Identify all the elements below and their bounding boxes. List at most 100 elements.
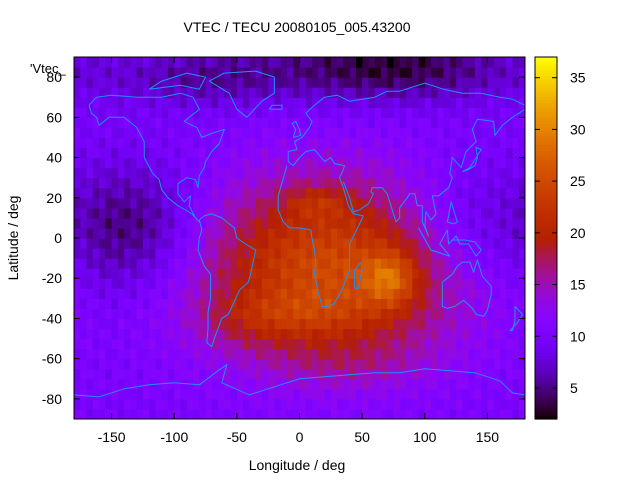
- heatmap-cell: [337, 358, 344, 370]
- heatmap-cell: [218, 197, 225, 209]
- heatmap-cell: [211, 358, 219, 370]
- heatmap-cell: [405, 67, 413, 78]
- heatmap-cell: [443, 328, 451, 340]
- heatmap-cell: [230, 378, 238, 390]
- heatmap-cell: [111, 278, 119, 289]
- heatmap-cell: [299, 137, 307, 149]
- heatmap-cell: [136, 127, 144, 139]
- heatmap-cell: [142, 167, 150, 179]
- heatmap-cell: [499, 97, 507, 108]
- heatmap-cell: [193, 308, 200, 320]
- heatmap-cell: [161, 107, 169, 118]
- heatmap-cell: [149, 238, 157, 249]
- heatmap-cell: [405, 408, 413, 419]
- heatmap-cell: [218, 398, 225, 410]
- heatmap-cell: [205, 187, 213, 199]
- heatmap-cell: [330, 278, 338, 289]
- heatmap-cell: [86, 197, 94, 209]
- heatmap-cell: [462, 288, 470, 299]
- heatmap-cell: [261, 227, 269, 239]
- colorbar-step: [535, 271, 557, 275]
- heatmap-cell: [136, 308, 144, 320]
- heatmap-cell: [437, 227, 445, 239]
- heatmap-cell: [274, 408, 282, 419]
- heatmap-cell: [186, 167, 194, 179]
- heatmap-cell: [318, 207, 326, 219]
- heatmap-cell: [167, 318, 175, 330]
- heatmap-cell: [99, 378, 106, 390]
- heatmap-cell: [456, 147, 463, 159]
- heatmap-cell: [249, 308, 257, 320]
- heatmap-cell: [105, 157, 113, 169]
- heatmap-cell: [449, 57, 457, 68]
- heatmap-cell: [155, 207, 163, 219]
- heatmap-cell: [343, 398, 351, 410]
- heatmap-cell: [99, 97, 106, 108]
- heatmap-cell: [299, 67, 307, 78]
- heatmap-cell: [518, 408, 525, 419]
- heatmap-cell: [468, 238, 476, 249]
- heatmap-cell: [155, 398, 163, 410]
- heatmap-cell: [74, 227, 81, 239]
- heatmap-cell: [218, 388, 225, 400]
- heatmap-cell: [274, 398, 282, 410]
- heatmap-cell: [80, 268, 88, 279]
- heatmap-cell: [418, 217, 426, 229]
- heatmap-cell: [105, 308, 113, 320]
- heatmap-cell: [362, 398, 369, 410]
- heatmap-cell: [243, 258, 250, 269]
- heatmap-cell: [167, 368, 175, 380]
- heatmap-cell: [493, 338, 501, 350]
- heatmap-cell: [86, 308, 94, 320]
- heatmap-cell: [199, 127, 207, 139]
- heatmap-cell: [374, 77, 382, 88]
- heatmap-cell: [343, 87, 351, 98]
- heatmap-cell: [142, 77, 150, 88]
- heatmap-cell: [105, 258, 113, 269]
- heatmap-cell: [224, 378, 232, 390]
- heatmap-cell: [462, 398, 470, 410]
- heatmap-cell: [99, 87, 106, 98]
- heatmap-cell: [456, 127, 463, 139]
- heatmap-cell: [92, 368, 100, 380]
- heatmap-cell: [474, 318, 482, 330]
- heatmap-cell: [349, 77, 357, 88]
- heatmap-cell: [412, 288, 420, 299]
- heatmap-cell: [318, 248, 326, 259]
- heatmap-cell: [218, 57, 225, 68]
- heatmap-cell: [105, 298, 113, 309]
- heatmap-cell: [374, 358, 382, 370]
- heatmap-cell: [299, 398, 307, 410]
- heatmap-cell: [493, 258, 501, 269]
- heatmap-cell: [105, 177, 113, 189]
- y-tick-label: -80: [42, 391, 62, 407]
- heatmap-cell: [174, 157, 182, 169]
- heatmap-cell: [418, 378, 426, 390]
- heatmap-cell: [343, 238, 351, 249]
- heatmap-cell: [337, 97, 344, 108]
- heatmap-cell: [255, 127, 263, 139]
- heatmap-cell: [462, 217, 470, 229]
- heatmap-cell: [393, 127, 401, 139]
- heatmap-cell: [130, 378, 138, 390]
- heatmap-cell: [117, 57, 125, 68]
- heatmap-cell: [155, 348, 163, 360]
- heatmap-cell: [174, 358, 182, 370]
- heatmap-cell: [161, 187, 169, 199]
- heatmap-cell: [199, 318, 207, 330]
- heatmap-cell: [161, 97, 169, 108]
- heatmap-cell: [374, 117, 382, 128]
- heatmap-cell: [305, 77, 313, 88]
- heatmap-cell: [499, 127, 507, 139]
- heatmap-cell: [299, 97, 307, 108]
- heatmap-cell: [362, 358, 369, 370]
- heatmap-cell: [193, 187, 200, 199]
- heatmap-cell: [362, 77, 369, 88]
- heatmap-cell: [462, 137, 470, 149]
- heatmap-cell: [274, 348, 282, 360]
- colorbar-step: [535, 367, 557, 372]
- heatmap-cell: [130, 227, 138, 239]
- heatmap-cell: [468, 157, 476, 169]
- heatmap-cell: [487, 388, 495, 400]
- heatmap-cell: [86, 348, 94, 360]
